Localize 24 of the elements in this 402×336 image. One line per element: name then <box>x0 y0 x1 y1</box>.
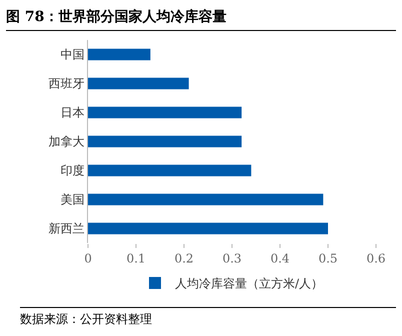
x-tick-label: 0.5 <box>318 251 338 266</box>
y-tick-label: 中国 <box>60 48 85 62</box>
bar <box>88 164 252 176</box>
x-tick-label: 0.6 <box>366 251 386 266</box>
bar <box>88 48 150 60</box>
y-tick-label: 新西兰 <box>48 222 85 236</box>
bar <box>88 194 324 206</box>
y-tick-label: 美国 <box>60 192 85 207</box>
bar <box>88 136 242 148</box>
x-tick-label: 0 <box>84 251 92 266</box>
y-tick-label: 西班牙 <box>48 76 85 91</box>
x-tick-label: 0.4 <box>270 251 290 266</box>
x-tick-label: 0.3 <box>222 251 242 266</box>
x-tick-label: 0.2 <box>174 251 194 266</box>
bar <box>88 222 328 234</box>
y-tick-label: 日本 <box>60 106 85 120</box>
y-tick-label: 加拿大 <box>48 134 85 149</box>
x-tick-label: 0.1 <box>126 251 146 266</box>
y-tick-label: 印度 <box>60 164 85 178</box>
bar <box>88 78 189 90</box>
chart-title: 图 78：世界部分国家人均冷库容量 <box>6 8 396 31</box>
source-note: 数据来源：公开资料整理 <box>20 307 396 328</box>
legend-label: 人均冷库容量（立方米/人） <box>175 276 324 291</box>
bar <box>88 106 242 118</box>
